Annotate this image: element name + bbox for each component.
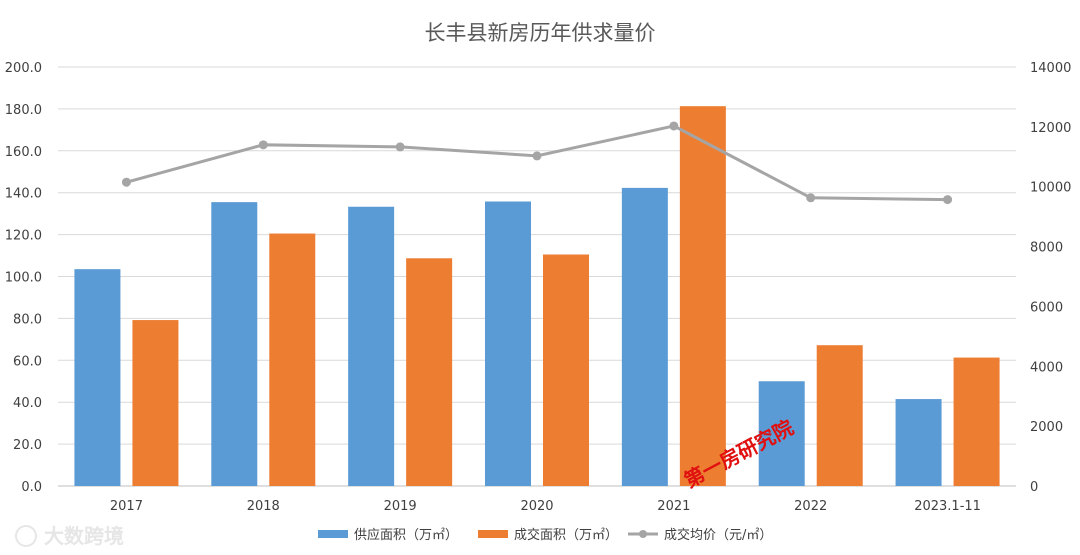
left-tick-label: 180.0 [5,103,42,118]
legend-label-deal: 成交面积（万㎡） [514,527,618,543]
x-axis-ticks: 2017 2018 2019 2020 2021 2022 2023.1-11 [110,499,981,514]
legend-label-supply: 供应面积（万㎡） [354,527,458,543]
x-tick-label: 2018 [247,499,280,514]
right-tick-label: 0 [1030,480,1038,495]
x-tick-label: 2020 [520,499,553,514]
legend-marker-price [639,530,647,538]
chart-title: 长丰县新房历年供求量价 [425,21,656,45]
gridlines [58,66,1016,487]
supply-bar [211,202,258,486]
right-tick-label: 12000 [1030,121,1071,136]
price-point [532,151,542,161]
x-tick-label: 2021 [657,499,690,514]
price-point [669,121,679,131]
left-tick-label: 40.0 [13,396,42,411]
price-point [258,140,268,150]
supply-bar [758,381,805,486]
right-tick-label: 6000 [1030,300,1063,315]
price-point [395,142,405,152]
left-tick-label: 200.0 [5,61,42,76]
right-axis-ticks: 0 2000 4000 6000 8000 10000 12000 14000 [1030,61,1071,495]
supply-bar [895,399,942,486]
source-logo-icon [15,525,37,547]
right-tick-label: 8000 [1030,241,1063,256]
left-tick-label: 100.0 [5,271,42,286]
bars [74,106,1000,486]
left-tick-label: 60.0 [13,354,42,369]
right-tick-label: 2000 [1030,420,1063,435]
deal-bar [269,233,316,486]
supply-bar [621,187,668,486]
x-tick-label: 2022 [794,499,827,514]
supply-bar [485,201,531,486]
deal-bar [132,320,179,486]
left-tick-label: 140.0 [5,187,42,202]
price-point [943,195,953,205]
legend: 供应面积（万㎡） 成交面积（万㎡） 成交均价（元/㎡） [318,527,772,543]
supply-bar [348,206,395,486]
left-tick-label: 0.0 [21,480,42,495]
x-tick-label: 2023.1-11 [914,499,981,514]
source-watermark: 大数跨境 [15,524,124,548]
right-tick-label: 14000 [1030,61,1071,76]
legend-swatch-deal [478,530,508,538]
legend-swatch-supply [318,530,348,538]
left-tick-label: 20.0 [13,438,42,453]
deal-bar [953,357,1000,486]
deal-bar [679,106,726,486]
source-watermark-text: 大数跨境 [44,524,124,548]
x-tick-label: 2017 [110,499,143,514]
left-tick-label: 160.0 [5,145,42,160]
left-tick-label: 80.0 [13,312,42,327]
deal-bar [543,254,589,486]
deal-bar [406,258,453,486]
legend-label-price: 成交均价（元/㎡） [664,527,772,543]
supply-bar [74,269,121,486]
price-line [121,121,953,205]
x-tick-label: 2019 [384,499,417,514]
price-point [806,193,816,203]
deal-bar [816,345,863,486]
price-point [121,177,131,187]
right-tick-label: 4000 [1030,360,1063,375]
left-tick-label: 120.0 [5,229,42,244]
left-axis-ticks: 0.0 20.0 40.0 60.0 80.0 100.0 120.0 140.0 160.0 1… [5,61,42,495]
price-line-path [126,124,948,202]
right-tick-label: 10000 [1030,181,1071,196]
